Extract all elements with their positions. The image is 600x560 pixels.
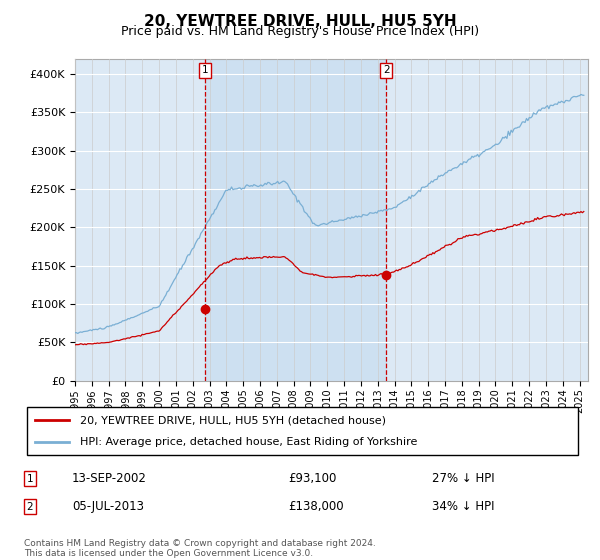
FancyBboxPatch shape: [27, 407, 578, 455]
Text: 20, YEWTREE DRIVE, HULL, HU5 5YH (detached house): 20, YEWTREE DRIVE, HULL, HU5 5YH (detach…: [80, 415, 386, 425]
Text: £138,000: £138,000: [288, 500, 344, 514]
Text: Price paid vs. HM Land Registry's House Price Index (HPI): Price paid vs. HM Land Registry's House …: [121, 25, 479, 38]
Text: £93,100: £93,100: [288, 472, 337, 486]
Text: 05-JUL-2013: 05-JUL-2013: [72, 500, 144, 514]
Text: Contains HM Land Registry data © Crown copyright and database right 2024.
This d: Contains HM Land Registry data © Crown c…: [24, 539, 376, 558]
Text: 34% ↓ HPI: 34% ↓ HPI: [432, 500, 494, 514]
Text: 13-SEP-2002: 13-SEP-2002: [72, 472, 147, 486]
Text: HPI: Average price, detached house, East Riding of Yorkshire: HPI: Average price, detached house, East…: [80, 437, 417, 447]
Text: 2: 2: [26, 502, 34, 512]
Text: 2: 2: [383, 66, 389, 75]
Text: 27% ↓ HPI: 27% ↓ HPI: [432, 472, 494, 486]
Text: 1: 1: [26, 474, 34, 484]
Text: 1: 1: [202, 66, 208, 75]
Bar: [205, 59, 386, 381]
Text: 20, YEWTREE DRIVE, HULL, HU5 5YH: 20, YEWTREE DRIVE, HULL, HU5 5YH: [143, 14, 457, 29]
